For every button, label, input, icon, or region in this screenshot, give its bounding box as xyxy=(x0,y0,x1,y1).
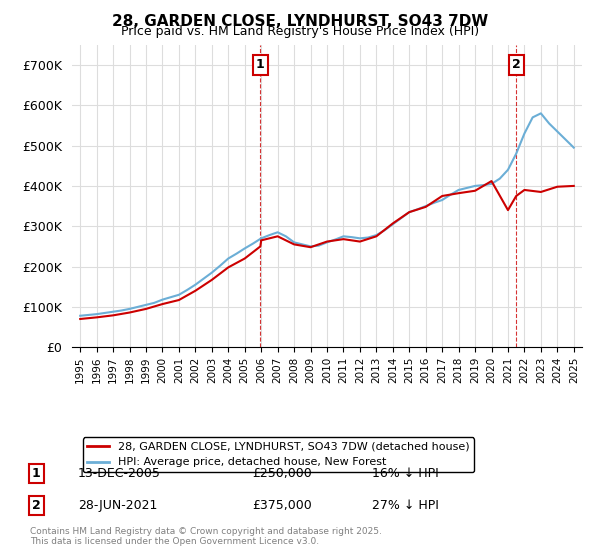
Text: 13-DEC-2005: 13-DEC-2005 xyxy=(78,466,161,480)
Text: £375,000: £375,000 xyxy=(252,499,312,512)
Text: 16% ↓ HPI: 16% ↓ HPI xyxy=(372,466,439,480)
Text: 27% ↓ HPI: 27% ↓ HPI xyxy=(372,499,439,512)
Text: £250,000: £250,000 xyxy=(252,466,312,480)
Text: Contains HM Land Registry data © Crown copyright and database right 2025.
This d: Contains HM Land Registry data © Crown c… xyxy=(30,526,382,546)
Legend: 28, GARDEN CLOSE, LYNDHURST, SO43 7DW (detached house), HPI: Average price, deta: 28, GARDEN CLOSE, LYNDHURST, SO43 7DW (d… xyxy=(83,437,474,472)
Text: 28-JUN-2021: 28-JUN-2021 xyxy=(78,499,157,512)
Text: 28, GARDEN CLOSE, LYNDHURST, SO43 7DW: 28, GARDEN CLOSE, LYNDHURST, SO43 7DW xyxy=(112,14,488,29)
Text: 2: 2 xyxy=(512,58,521,72)
Text: 1: 1 xyxy=(256,58,265,72)
Text: Price paid vs. HM Land Registry's House Price Index (HPI): Price paid vs. HM Land Registry's House … xyxy=(121,25,479,38)
Text: 1: 1 xyxy=(32,466,40,480)
Text: 2: 2 xyxy=(32,499,40,512)
